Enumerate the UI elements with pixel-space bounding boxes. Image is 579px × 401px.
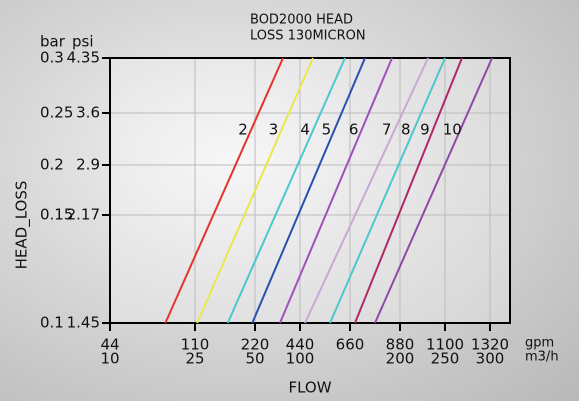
y-axis-title: HEAD_LOSS [13,181,32,270]
series-label: 10 [443,121,462,139]
series-line [251,57,366,324]
x-tick-label: 25 [185,350,204,368]
series-line [196,57,314,324]
y-tick-label: 0.25 [40,104,73,122]
x-tick-label: 440 [286,336,315,354]
series-label: 7 [382,121,392,139]
x-tick-label: 50 [245,350,264,368]
x-axis-title: FLOW [288,379,331,397]
series-label: 5 [322,121,332,139]
y-tick-label: 0.1 [40,314,64,332]
series-line [226,57,346,324]
plot-area [110,58,510,323]
series-label: 9 [420,121,430,139]
chart-title: LOSS 130MICRON [250,29,366,44]
series-line [354,57,463,324]
y-tick-label: 3.6 [76,104,100,122]
x-tick-label: 880 [386,336,415,354]
x-tick-label: 10 [100,350,119,368]
y-tick-label: 2.17 [67,206,100,224]
y-tick-label: 0.15 [40,206,73,224]
x-tick-label: 200 [386,350,415,368]
series-label: 2 [238,121,248,139]
x-unit: m3/h [525,350,559,365]
x-tick-label: 660 [336,336,365,354]
y-tick-label: 4.35 [67,49,100,67]
y-tick-label: 2.9 [76,156,100,174]
series-label: 3 [269,121,279,139]
series-line [329,57,446,324]
x-tick-label: 44 [100,336,119,354]
x-tick-label: 220 [241,336,270,354]
y-unit: bar [40,33,66,51]
y-unit: psi [72,33,94,51]
series-line [374,57,493,324]
plot-frame [109,57,511,324]
series-line [279,57,393,324]
series-label: 8 [401,121,411,139]
x-tick-label: 110 [181,336,210,354]
series-line [164,57,284,324]
x-tick-label: 100 [286,350,315,368]
y-tick-label: 1.45 [67,314,100,332]
x-tick-label: 300 [476,350,505,368]
x-unit: gpm [525,336,554,351]
x-tick-label: 1320 [471,336,509,354]
x-tick-label: 1100 [426,336,464,354]
series-label: 4 [300,121,310,139]
chart-title: BOD2000 HEAD [250,13,353,28]
y-tick-label: 0.3 [40,49,64,67]
series-label: 6 [349,121,359,139]
series-line [304,57,429,324]
y-tick-label: 0.2 [40,156,64,174]
x-tick-label: 250 [431,350,460,368]
